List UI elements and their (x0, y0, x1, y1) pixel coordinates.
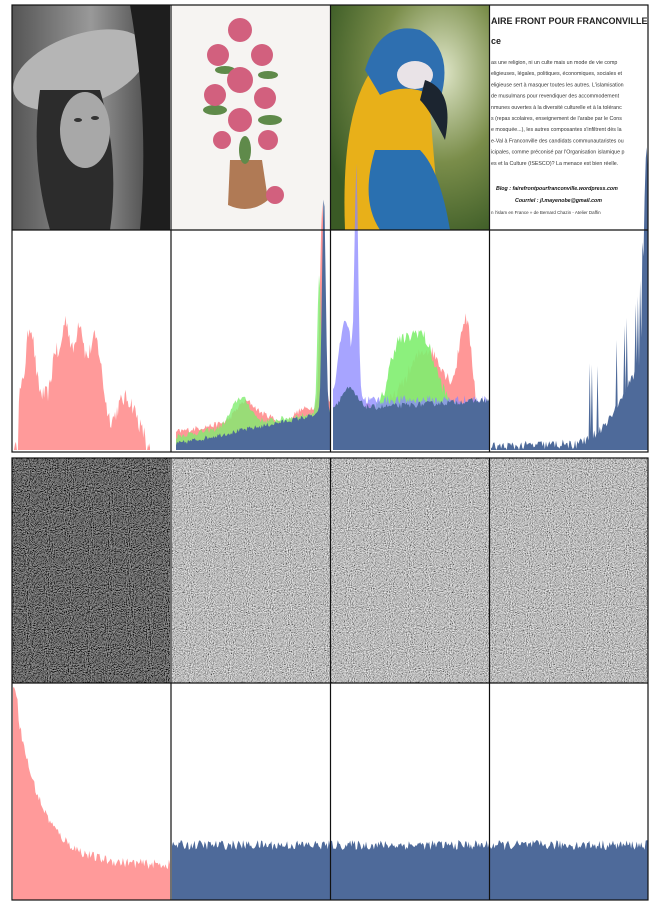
encrypted-image (172, 458, 330, 683)
document-line: icipales, comme préconisé par l'Organisa… (491, 150, 625, 156)
document-email: Courriel : jl.mayenobe@gmail.com (515, 198, 602, 204)
document-title: AIRE FRONT POUR FRANCONVILLE (491, 16, 648, 26)
document-line: eligieuse sert à masquer toutes les autr… (491, 82, 624, 88)
document-footer: n l'islam en France » de Bernard Chazin … (491, 210, 601, 215)
document-line: e-Val à Franconville des candidats commu… (491, 138, 624, 144)
document-line: es et la Culture (ISESCO)? La menace est… (491, 161, 618, 167)
parrot-image (331, 5, 489, 230)
histogram (172, 840, 330, 900)
encrypted-image (12, 458, 170, 683)
document-line: de musulmans pour revendiquer des accomm… (491, 94, 620, 100)
document-line: as une religion, ni un culte mais un mod… (491, 60, 617, 66)
lena-image (2, 5, 170, 230)
document-line: eligieuses, légales, politiques, économi… (491, 71, 623, 77)
encrypted-image (490, 458, 648, 683)
document-subtitle: ce (491, 36, 501, 46)
encrypted-image (331, 458, 489, 683)
flowers-image (172, 5, 330, 230)
document-line: nmunes ouvertes à la diversité culturell… (491, 105, 622, 111)
histogram (331, 840, 489, 900)
document-line: e mosquée...), les autres composantes s'… (491, 127, 622, 133)
histogram (13, 687, 170, 900)
document-line: s (repas scolaires, enseignement de l'ar… (491, 116, 622, 122)
document-blog: Blog : fairefrontpourfranconville.wordpr… (496, 186, 618, 192)
figure: AIRE FRONT POUR FRANCONVILLE ce as une r… (0, 0, 655, 905)
histogram (14, 316, 150, 450)
histogram (490, 840, 648, 900)
